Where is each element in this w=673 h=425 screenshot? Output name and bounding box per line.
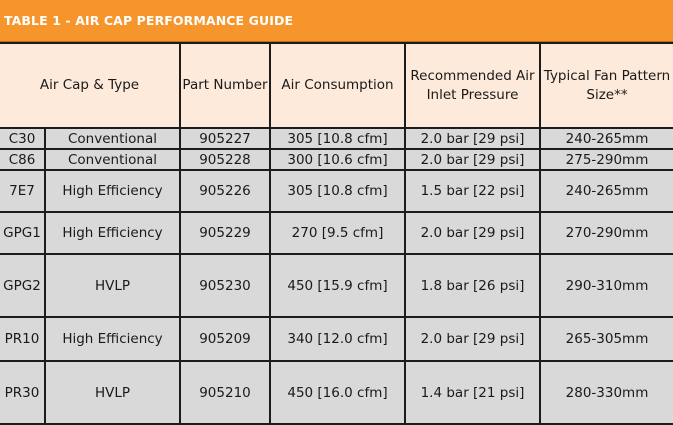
header-row: Air Cap & Type Part Number Air Consumpti… xyxy=(0,42,673,129)
cell-part: 905229 xyxy=(179,211,271,255)
header-part-number: Part Number xyxy=(179,42,271,129)
table-row: C30 Conventional 905227 305 [10.8 cfm] 2… xyxy=(0,127,673,150)
cell-cap: C86 xyxy=(0,148,46,171)
cell-consumption: 450 [15.9 cfm] xyxy=(269,253,406,318)
cell-part: 905227 xyxy=(179,127,271,150)
cell-pressure: 2.0 bar [29 psi] xyxy=(404,211,541,255)
cell-type: High Efficiency xyxy=(44,211,181,255)
cell-type: HVLP xyxy=(44,360,181,425)
cell-part: 905209 xyxy=(179,316,271,362)
cell-consumption: 340 [12.0 cfm] xyxy=(269,316,406,362)
header-inlet-pressure: Recommended Air Inlet Pressure xyxy=(404,42,541,129)
cell-part: 905226 xyxy=(179,169,271,213)
cell-pressure: 1.4 bar [21 psi] xyxy=(404,360,541,425)
table-row: PR30 HVLP 905210 450 [16.0 cfm] 1.4 bar … xyxy=(0,360,673,425)
cell-type: HVLP xyxy=(44,253,181,318)
cell-fan: 240-265mm xyxy=(539,169,673,213)
table-row: GPG2 HVLP 905230 450 [15.9 cfm] 1.8 bar … xyxy=(0,253,673,318)
cell-pressure: 2.0 bar [29 psi] xyxy=(404,148,541,171)
cell-fan: 240-265mm xyxy=(539,127,673,150)
cell-type: Conventional xyxy=(44,127,181,150)
header-air-consumption: Air Consumption xyxy=(269,42,406,129)
air-cap-performance-table: Air Cap & Type Part Number Air Consumpti… xyxy=(0,42,673,425)
table-title-banner: TABLE 1 - AIR CAP PERFORMANCE GUIDE xyxy=(0,0,673,42)
cell-consumption: 300 [10.6 cfm] xyxy=(269,148,406,171)
cell-part: 905210 xyxy=(179,360,271,425)
cell-part: 905230 xyxy=(179,253,271,318)
cell-cap: PR10 xyxy=(0,316,46,362)
table-row: GPG1 High Efficiency 905229 270 [9.5 cfm… xyxy=(0,211,673,255)
cell-fan: 270-290mm xyxy=(539,211,673,255)
table-row: C86 Conventional 905228 300 [10.6 cfm] 2… xyxy=(0,148,673,171)
cell-fan: 265-305mm xyxy=(539,316,673,362)
header-fan-pattern: Typical Fan Pattern Size** xyxy=(539,42,673,129)
cell-pressure: 1.5 bar [22 psi] xyxy=(404,169,541,213)
cell-type: High Efficiency xyxy=(44,169,181,213)
cell-consumption: 305 [10.8 cfm] xyxy=(269,127,406,150)
cell-pressure: 2.0 bar [29 psi] xyxy=(404,316,541,362)
cell-type: Conventional xyxy=(44,148,181,171)
cell-consumption: 270 [9.5 cfm] xyxy=(269,211,406,255)
cell-cap: GPG1 xyxy=(0,211,46,255)
cell-pressure: 2.0 bar [29 psi] xyxy=(404,127,541,150)
cell-consumption: 450 [16.0 cfm] xyxy=(269,360,406,425)
table-row: PR10 High Efficiency 905209 340 [12.0 cf… xyxy=(0,316,673,362)
cell-fan: 290-310mm xyxy=(539,253,673,318)
cell-pressure: 1.8 bar [26 psi] xyxy=(404,253,541,318)
cell-fan: 280-330mm xyxy=(539,360,673,425)
table-row: 7E7 High Efficiency 905226 305 [10.8 cfm… xyxy=(0,169,673,213)
cell-cap: C30 xyxy=(0,127,46,150)
cell-consumption: 305 [10.8 cfm] xyxy=(269,169,406,213)
cell-fan: 275-290mm xyxy=(539,148,673,171)
cell-cap: GPG2 xyxy=(0,253,46,318)
cell-cap: PR30 xyxy=(0,360,46,425)
cell-part: 905228 xyxy=(179,148,271,171)
table-title: TABLE 1 - AIR CAP PERFORMANCE GUIDE xyxy=(4,13,294,28)
cell-cap: 7E7 xyxy=(0,169,46,213)
cell-type: High Efficiency xyxy=(44,316,181,362)
header-air-cap-type: Air Cap & Type xyxy=(0,42,181,129)
